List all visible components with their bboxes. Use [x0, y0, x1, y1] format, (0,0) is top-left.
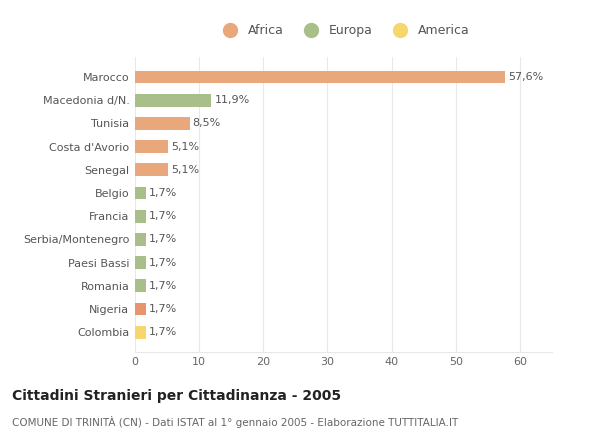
- Text: 1,7%: 1,7%: [149, 257, 178, 268]
- Text: 11,9%: 11,9%: [215, 95, 250, 105]
- Text: 1,7%: 1,7%: [149, 235, 178, 244]
- Bar: [135, 94, 211, 106]
- Text: COMUNE DI TRINITÀ (CN) - Dati ISTAT al 1° gennaio 2005 - Elaborazione TUTTITALIA: COMUNE DI TRINITÀ (CN) - Dati ISTAT al 1…: [12, 416, 458, 428]
- Bar: [135, 210, 146, 223]
- Text: 1,7%: 1,7%: [149, 304, 178, 314]
- Bar: [135, 233, 146, 246]
- Text: 5,1%: 5,1%: [171, 142, 199, 152]
- Text: 8,5%: 8,5%: [193, 118, 221, 128]
- Bar: [135, 140, 168, 153]
- Bar: [135, 326, 146, 339]
- Text: 1,7%: 1,7%: [149, 211, 178, 221]
- Text: 1,7%: 1,7%: [149, 281, 178, 291]
- Text: Cittadini Stranieri per Cittadinanza - 2005: Cittadini Stranieri per Cittadinanza - 2…: [12, 389, 341, 403]
- Bar: [135, 279, 146, 292]
- Bar: [135, 303, 146, 315]
- Text: 1,7%: 1,7%: [149, 188, 178, 198]
- Legend: Africa, Europa, America: Africa, Europa, America: [213, 19, 474, 42]
- Bar: [135, 163, 168, 176]
- Text: 57,6%: 57,6%: [508, 72, 543, 82]
- Text: 1,7%: 1,7%: [149, 327, 178, 337]
- Bar: [135, 117, 190, 130]
- Bar: [135, 187, 146, 199]
- Bar: [135, 70, 505, 83]
- Bar: [135, 256, 146, 269]
- Text: 5,1%: 5,1%: [171, 165, 199, 175]
